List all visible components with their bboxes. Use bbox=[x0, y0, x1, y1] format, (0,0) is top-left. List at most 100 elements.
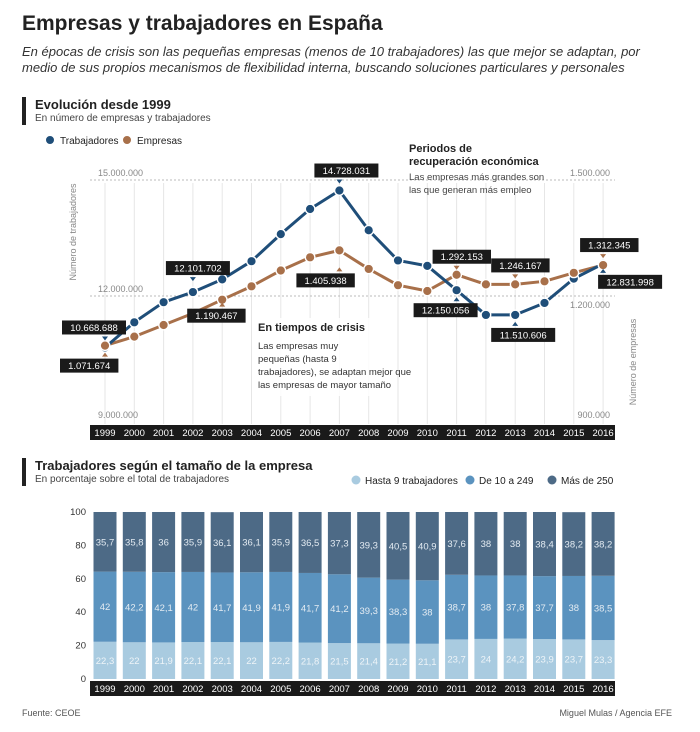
point-label-box bbox=[491, 258, 550, 273]
bar-segment bbox=[327, 512, 351, 575]
bar-value-label: 41,9 bbox=[242, 603, 261, 614]
data-point-workers bbox=[128, 316, 140, 328]
year-label-bottom: 2007 bbox=[329, 684, 350, 695]
data-point-companies bbox=[128, 331, 140, 343]
bar-value-label: 21,1 bbox=[418, 657, 437, 668]
legend-workers-marker bbox=[45, 135, 55, 145]
year-label-bottom: 1999 bbox=[94, 684, 115, 695]
bar-segment bbox=[298, 572, 322, 643]
data-point-workers bbox=[480, 309, 492, 321]
year-label-bottom: 2010 bbox=[417, 684, 438, 695]
annotation-recovery-title: recuperación económica bbox=[409, 156, 539, 168]
bar-value-label: 40,5 bbox=[389, 541, 408, 552]
data-point-companies bbox=[480, 278, 492, 290]
bar-value-label: 38,2 bbox=[594, 539, 613, 550]
section-subtitle-evolution: En número de empresas y trabajadores bbox=[35, 113, 211, 124]
bar-segment bbox=[122, 512, 146, 572]
bar-segment bbox=[269, 512, 293, 572]
section-title-evolution: Evolución desde 1999 bbox=[35, 97, 171, 112]
bar-value-label: 38 bbox=[481, 539, 492, 550]
bar-segment bbox=[240, 642, 263, 679]
bar-value-label: 41,7 bbox=[301, 603, 320, 614]
bar-value-label: 22 bbox=[246, 656, 257, 667]
bar-value-label: 38 bbox=[510, 539, 521, 550]
year-label-bottom: 2014 bbox=[534, 684, 555, 695]
point-label-box bbox=[187, 308, 246, 323]
point-label-box bbox=[296, 273, 355, 288]
legend-size-label: Hasta 9 trabajadores bbox=[365, 476, 458, 487]
data-point-companies bbox=[99, 340, 111, 352]
bar-value-label: 37,8 bbox=[506, 603, 525, 614]
point-label-box bbox=[432, 249, 491, 264]
data-point-workers bbox=[275, 228, 287, 240]
bar-segment bbox=[240, 572, 263, 643]
point-label-pointer bbox=[102, 336, 108, 341]
year-label-top: 2016 bbox=[593, 428, 614, 439]
year-strip-bottom bbox=[90, 681, 615, 696]
point-label-box bbox=[580, 238, 639, 253]
point-label-box bbox=[491, 327, 556, 342]
data-point-workers bbox=[451, 284, 463, 296]
data-point-companies bbox=[275, 264, 287, 276]
bar-axis-tick-label: 100 bbox=[70, 507, 86, 518]
year-label-top: 2010 bbox=[417, 428, 438, 439]
bar-value-label: 41,7 bbox=[213, 603, 232, 614]
legend-size-marker bbox=[465, 475, 475, 485]
year-label-top: 2005 bbox=[270, 428, 291, 439]
point-label-box bbox=[60, 358, 119, 373]
point-label-pointer bbox=[600, 268, 607, 273]
year-label-top: 2006 bbox=[300, 428, 321, 439]
bar-value-label: 42,2 bbox=[125, 603, 144, 614]
bar-value-label: 24,2 bbox=[506, 654, 525, 665]
point-label-pointer bbox=[102, 352, 108, 357]
bar-value-label: 22,1 bbox=[184, 656, 203, 667]
bar-segment bbox=[386, 512, 410, 580]
point-label-text: 11.510.606 bbox=[500, 330, 547, 341]
bar-value-label: 35,9 bbox=[272, 537, 291, 548]
annotation-recovery-body: las que generan más empleo bbox=[409, 185, 532, 196]
right-axis-tick-label: 1.200.000 bbox=[570, 300, 610, 310]
year-label-bottom: 2002 bbox=[182, 684, 203, 695]
page-subtitle: En épocas de crisis son las pequeñas emp… bbox=[22, 44, 640, 75]
year-label-top: 1999 bbox=[94, 428, 115, 439]
data-point-companies bbox=[363, 263, 375, 275]
bar-segment bbox=[474, 638, 498, 679]
year-label-top: 2009 bbox=[387, 428, 408, 439]
section-header-evolution: Evolución desde 1999 En número de empres… bbox=[22, 97, 211, 125]
legend-companies-label: Empresas bbox=[137, 136, 182, 147]
bar-value-label: 41,9 bbox=[272, 602, 291, 613]
credit-note: Miguel Mulas / Agencia EFE bbox=[559, 708, 672, 718]
point-label-box bbox=[165, 261, 230, 276]
bar-segment bbox=[181, 642, 205, 679]
left-axis-label: Número de trabajadores bbox=[68, 183, 78, 281]
year-label-bottom: 2015 bbox=[563, 684, 584, 695]
data-point-companies bbox=[509, 278, 521, 290]
legend-size-marker bbox=[351, 475, 361, 485]
bar-segment bbox=[474, 512, 498, 576]
bar-segment bbox=[533, 639, 556, 679]
bar-segment bbox=[503, 638, 527, 679]
data-point-workers bbox=[216, 273, 228, 285]
point-label-text: 1.405.938 bbox=[304, 276, 346, 287]
data-point-workers bbox=[509, 309, 521, 321]
bar-segment bbox=[210, 572, 234, 643]
annotation-crisis-body: Las empresas muy bbox=[258, 341, 339, 352]
year-label-bottom: 2012 bbox=[475, 684, 496, 695]
data-point-companies bbox=[333, 244, 345, 256]
left-axis-tick-label: 15.000.000 bbox=[98, 168, 143, 178]
year-label-top: 2015 bbox=[563, 428, 584, 439]
right-axis-tick-label: 900.000 bbox=[577, 410, 610, 420]
legend-workers-label: Trabajadores bbox=[60, 136, 119, 147]
year-label-top: 2003 bbox=[212, 428, 233, 439]
year-label-top: 2012 bbox=[475, 428, 496, 439]
bar-segment bbox=[591, 640, 615, 679]
point-label-box bbox=[62, 320, 126, 335]
bar-segment bbox=[503, 512, 527, 576]
point-label-text: 12.150.056 bbox=[422, 306, 470, 317]
bar-segment bbox=[152, 642, 176, 679]
legend-size-marker bbox=[547, 475, 557, 485]
year-label-bottom: 2005 bbox=[270, 684, 291, 695]
bar-value-label: 38,4 bbox=[535, 540, 554, 551]
year-label-bottom: 2001 bbox=[153, 684, 174, 695]
bar-value-label: 36,1 bbox=[213, 538, 232, 549]
